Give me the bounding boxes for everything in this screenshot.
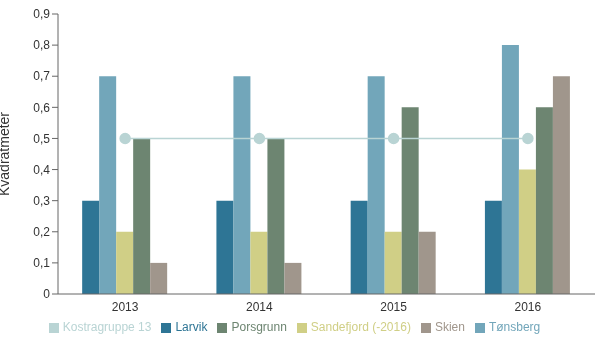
svg-text:0,2: 0,2 bbox=[33, 225, 50, 239]
svg-text:0: 0 bbox=[43, 287, 50, 301]
svg-text:0,3: 0,3 bbox=[33, 194, 50, 208]
svg-text:0,8: 0,8 bbox=[33, 38, 50, 52]
svg-text:2015: 2015 bbox=[380, 300, 407, 314]
svg-text:2013: 2013 bbox=[112, 300, 139, 314]
html-text:Porsgrunn: Porsgrunn bbox=[231, 320, 287, 334]
svg-text:0,7: 0,7 bbox=[33, 69, 50, 83]
html-text:Kostragruppe 13: Kostragruppe 13 bbox=[62, 320, 152, 334]
svg-text:2014: 2014 bbox=[246, 300, 273, 314]
svg-text:0,6: 0,6 bbox=[33, 101, 50, 115]
svg-text:Kvadratmeter: Kvadratmeter bbox=[8, 112, 12, 196]
svg-text:2016: 2016 bbox=[515, 300, 542, 314]
html-text:Skien: Skien bbox=[434, 320, 465, 334]
svg-text:0,1: 0,1 bbox=[33, 256, 50, 270]
svg-text:0,9: 0,9 bbox=[33, 7, 50, 21]
svg-text:0,4: 0,4 bbox=[33, 163, 50, 177]
html-text:Sandefjord (-2016): Sandefjord (-2016) bbox=[310, 320, 411, 334]
html-text:Tønsberg: Tønsberg bbox=[488, 320, 541, 334]
svg-text:0,5: 0,5 bbox=[33, 132, 50, 146]
html-text:Larvik: Larvik bbox=[175, 320, 208, 334]
